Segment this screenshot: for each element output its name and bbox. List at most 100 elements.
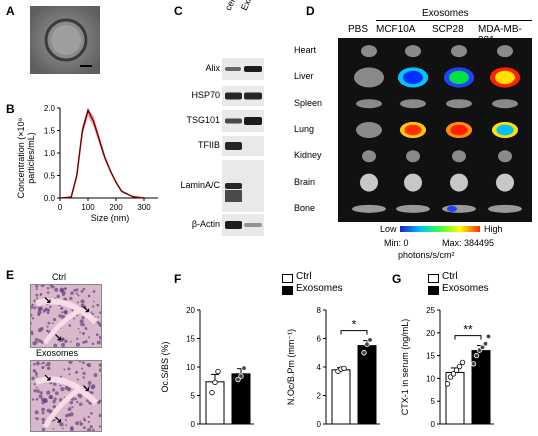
- f1-bar-ctrl: [205, 381, 225, 425]
- size-distribution-line: [59, 108, 145, 199]
- histology-cell: [46, 310, 50, 314]
- histology-cell: [90, 411, 93, 415]
- histology-cell: [95, 333, 99, 337]
- b-ytick-label: 0.0: [44, 194, 56, 203]
- histology-cell: [56, 294, 60, 299]
- histology-cell: [49, 305, 52, 309]
- n-oc-b-pm-chart: 0 2 4 6 8 N.Oc/B.Pm (mm⁻¹) *: [286, 306, 380, 429]
- b-xtick-label: 200: [109, 203, 123, 212]
- f2-ytick-label: 8: [317, 306, 322, 315]
- histology-cell: [84, 326, 87, 330]
- ctx1-serum-chart: 0 5 10 15 20 25 CTX-1 in serum (ng/mL) **: [400, 306, 494, 429]
- wb-label: HSP70: [191, 90, 220, 100]
- organ-tissue: [396, 204, 430, 213]
- histology-cell: [75, 342, 80, 347]
- g-point: [482, 341, 489, 347]
- arrow-icon: [55, 416, 62, 423]
- histology-cell: [40, 340, 44, 344]
- panel-e-label: E: [6, 268, 15, 282]
- histology-cell: [98, 425, 101, 428]
- colour-scale-bar: [400, 226, 480, 232]
- arrow-icon: [83, 306, 90, 313]
- wb-col-exosomes: Exosomes: [239, 0, 266, 12]
- f1-point: [212, 379, 218, 386]
- wb-label: TFIIB: [198, 140, 220, 150]
- histology-cell: [75, 288, 79, 292]
- wb-band: [225, 183, 242, 189]
- organ-tissue: [492, 99, 518, 109]
- organ-label: Spleen: [294, 97, 323, 108]
- f2-significance: *: [352, 318, 357, 332]
- g-point: [453, 367, 460, 373]
- g-point: [447, 374, 454, 380]
- histology-cell: [47, 321, 51, 325]
- g-point: [459, 359, 466, 366]
- histology-cell: [87, 363, 92, 368]
- g-ytick-label: 10: [426, 374, 435, 383]
- histology-cell: [31, 305, 34, 309]
- wb-band: [225, 118, 242, 124]
- histology-cell: [75, 371, 78, 374]
- histology-cell: [91, 386, 95, 390]
- histology-cell: [35, 285, 39, 288]
- histology-exo-image: [30, 360, 102, 432]
- f-legend-ctrl: Ctrl: [296, 271, 312, 282]
- scale-max: Max: 384495: [442, 238, 495, 248]
- g-point: [456, 363, 463, 370]
- histology-cell: [78, 394, 83, 399]
- g-ytick-label: 0: [431, 420, 436, 429]
- histology-cell: [81, 323, 85, 327]
- organ-signal: [449, 70, 469, 85]
- histology-trabecula: [35, 376, 99, 406]
- histology-cell: [83, 417, 85, 420]
- histology-ctrl-image: [30, 284, 102, 348]
- g-point: [485, 333, 492, 340]
- f1-point: [209, 389, 215, 396]
- histology-cell: [36, 375, 38, 378]
- f2-ytick-label: 4: [317, 363, 322, 372]
- f2-ytick-label: 2: [317, 392, 322, 401]
- histology-cell: [45, 398, 48, 400]
- organ-label: Liver: [294, 71, 314, 82]
- histology-cell: [68, 361, 73, 364]
- wb-band-row: [222, 136, 264, 156]
- histology-cell: [75, 421, 80, 426]
- organ-signal: [496, 124, 514, 136]
- g-ylabel: CTX-1 in serum (ng/mL): [400, 319, 410, 416]
- histology-cell: [81, 316, 85, 320]
- wb-band: [225, 92, 242, 100]
- histology-cell: [68, 324, 72, 327]
- histology-cell: [91, 313, 95, 316]
- histology-cell: [59, 422, 64, 427]
- histology-cell: [64, 310, 68, 315]
- f1-point: [215, 368, 221, 375]
- wb-label: TSG101: [186, 115, 220, 125]
- f2-ytick-label: 6: [317, 335, 322, 344]
- f1-ytick-label: 15: [186, 335, 195, 344]
- tem-exosome-drawing: [30, 6, 100, 74]
- f2-bar-ctrl: [331, 369, 351, 425]
- histology-cell: [71, 406, 74, 409]
- histology-cell: [33, 389, 37, 393]
- organ-tissue: [496, 173, 514, 192]
- histology-cell: [31, 398, 35, 401]
- histology-cell: [35, 293, 39, 297]
- histology-cell: [34, 417, 37, 419]
- panel-g-label: G: [392, 272, 402, 286]
- histology-cell: [46, 361, 51, 367]
- g-point: [473, 352, 480, 359]
- histology-trabecula: [42, 307, 82, 345]
- b-xtick-label: 100: [81, 203, 95, 212]
- histology-trabecula: [42, 386, 82, 429]
- f-legend-ctrl-swatch: [282, 274, 293, 283]
- histology-cell: [35, 397, 39, 401]
- histology-cell: [67, 407, 72, 412]
- histology-cell: [31, 332, 34, 336]
- histology-cell: [31, 317, 35, 320]
- f2-ytick-label: 0: [317, 420, 322, 429]
- histology-cell: [92, 305, 95, 308]
- scale-high: High: [484, 224, 503, 234]
- histology-cell: [61, 342, 66, 347]
- histology-cell: [37, 328, 42, 333]
- histology-cell: [80, 299, 85, 304]
